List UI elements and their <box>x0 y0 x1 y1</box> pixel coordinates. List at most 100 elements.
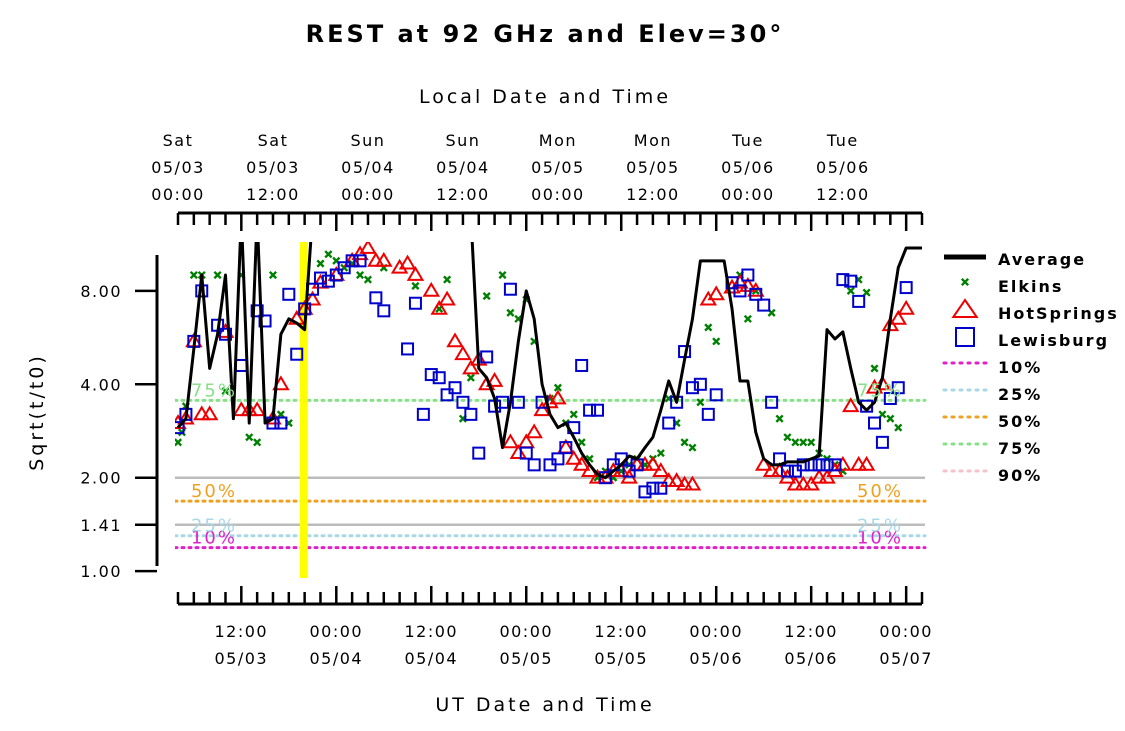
elkins-point <box>506 308 515 317</box>
axes: 1.00 1.41 2.00 4.00 8.00 <box>80 211 924 606</box>
top-tick-day: Sat <box>163 131 194 150</box>
lewisburg-point <box>598 471 612 485</box>
top-tick-time: 00:00 <box>151 185 205 204</box>
elkins-point <box>324 250 333 259</box>
top-tick-time: 00:00 <box>531 185 585 204</box>
hotsprings-point <box>873 375 892 391</box>
top-tick-day: Tue <box>826 131 859 150</box>
hotsprings-point <box>438 290 456 306</box>
lewisburg-point <box>780 464 794 478</box>
series-elkins <box>175 250 903 482</box>
top-tick-day: Tue <box>731 131 764 150</box>
lewisburg-point <box>329 268 343 282</box>
lewisburg-point <box>796 458 810 472</box>
bottom-tick-date: 05/07 <box>879 649 933 668</box>
elkins-point <box>213 270 222 280</box>
legend-label: Lewisburg <box>998 331 1109 350</box>
hotsprings-point <box>390 258 409 274</box>
top-tick-date: 05/05 <box>626 158 680 177</box>
top-tick-date: 05/03 <box>151 158 205 177</box>
bottom-tick-time: 12:00 <box>594 622 648 641</box>
hotsprings-point <box>430 299 448 315</box>
hotsprings-point <box>770 462 789 478</box>
hotsprings-point <box>652 462 670 478</box>
lewisburg-point <box>496 395 510 409</box>
hotsprings-point <box>747 281 765 297</box>
legend-swatch-square <box>955 327 975 347</box>
bottom-tick-time: 00:00 <box>499 622 553 641</box>
legend-item: 50% <box>942 412 1040 431</box>
lewisburg-point <box>519 446 533 460</box>
legend-item: 75% <box>942 439 1042 458</box>
lewisburg-point <box>828 458 842 472</box>
hotsprings-point <box>525 423 543 439</box>
bottom-tick-date: 05/06 <box>784 649 838 668</box>
top-tick-day: Mon <box>539 131 577 150</box>
series-hotsprings <box>175 242 915 491</box>
lewisburg-point <box>290 347 304 361</box>
lewisburg-point <box>899 281 913 295</box>
plot-area <box>175 242 927 578</box>
hotsprings-point <box>509 444 528 460</box>
legend-label: Elkins <box>998 277 1063 296</box>
percentile-label-left: 75% <box>191 380 237 401</box>
hotsprings-point <box>303 290 322 306</box>
elkins-point <box>870 364 879 373</box>
hotsprings-point <box>572 455 591 471</box>
percentile-label-right: 25% <box>857 516 903 537</box>
bottom-tick-time: 12:00 <box>784 622 838 641</box>
top-tick-time: 12:00 <box>436 185 490 204</box>
elkins-point <box>775 414 784 423</box>
lewisburg-point <box>353 254 367 268</box>
lewisburg-point <box>313 271 327 285</box>
legend-label: 25% <box>998 385 1042 404</box>
lewisburg-point <box>282 287 296 301</box>
elkins-point <box>799 438 808 447</box>
percentile-labels: 10% 10%25% 25%50% 50%75% 75% <box>191 380 903 549</box>
bottom-tick-date: 05/06 <box>689 649 743 668</box>
hotsprings-point <box>731 273 749 289</box>
lewisburg-point <box>472 446 486 460</box>
lewisburg-point <box>274 416 288 430</box>
lewisburg-point <box>638 485 652 499</box>
top-tick-time: 00:00 <box>341 185 395 204</box>
percentile-label-right: 10% <box>857 528 903 549</box>
percentile-label-left: 10% <box>191 528 237 549</box>
hotsprings-point <box>683 475 702 491</box>
legend: Average Elkins HotSprings Lewisburg 10% 25% 50… <box>942 250 1117 485</box>
percentile-label-left: 50% <box>191 481 237 502</box>
top-tick-time: 12:00 <box>626 185 680 204</box>
lewisburg-point <box>440 388 454 402</box>
top-tick-date: 05/06 <box>816 158 870 177</box>
hotsprings-point <box>667 472 686 488</box>
elkins-point <box>498 270 507 280</box>
legend-item: 10% <box>942 358 1040 377</box>
lewisburg-point <box>456 395 470 409</box>
elkins-point <box>363 275 373 284</box>
bottom-tick-date: 05/04 <box>404 649 458 668</box>
elkins-point <box>355 270 365 280</box>
lewisburg-point <box>432 371 446 385</box>
legend-label: 75% <box>998 439 1042 458</box>
lewisburg-point <box>575 358 589 372</box>
top-tick-date: 05/04 <box>341 158 395 177</box>
elkins-point <box>680 438 689 447</box>
percentile-label-left: 25% <box>191 516 237 537</box>
elkins-point <box>696 398 705 407</box>
elkins-point <box>846 286 855 295</box>
hotsprings-point <box>446 332 464 348</box>
hotsprings-point <box>644 455 662 471</box>
lewisburg-point <box>757 298 771 312</box>
legend-item: 90% <box>942 466 1040 485</box>
y-tick-label: 1.41 <box>80 516 122 535</box>
elkins-point <box>783 433 792 442</box>
elkins-point <box>743 314 752 323</box>
lewisburg-point <box>480 350 494 364</box>
elkins-point <box>253 438 262 447</box>
elkins-point <box>245 433 254 442</box>
elkins-point <box>894 423 903 432</box>
highlight-band-rect <box>299 242 308 578</box>
hotsprings-point <box>501 433 520 449</box>
elkins-point <box>411 281 420 290</box>
